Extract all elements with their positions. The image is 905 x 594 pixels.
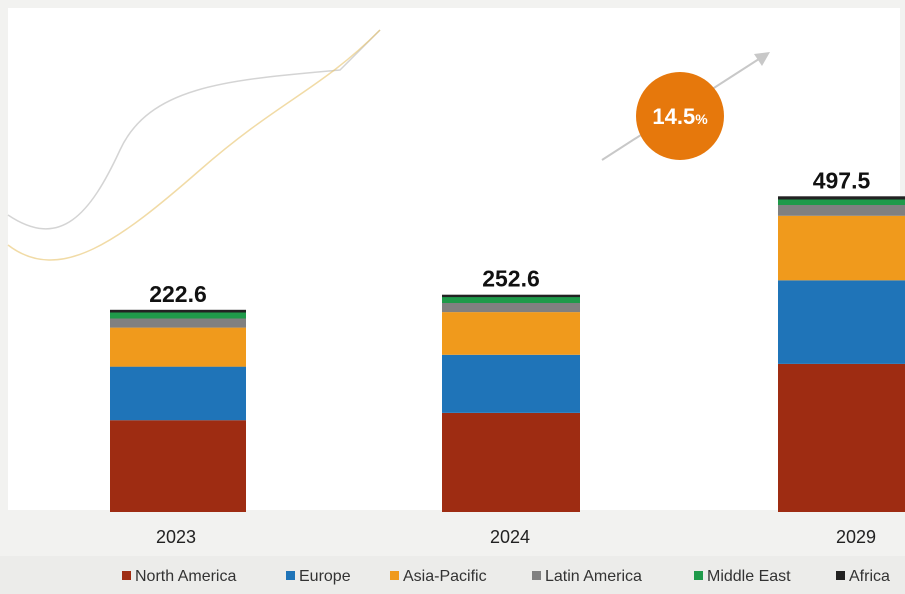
legend-swatch-middle-east [694, 571, 703, 580]
bar-2023-africa [110, 309, 246, 313]
total-label-2023: 222.6 [149, 281, 207, 307]
legend-band [0, 556, 905, 594]
x-tick-label-2029: 2029 [836, 527, 876, 547]
legend: North America Europe Asia-Pacific Latin Ame… [122, 568, 890, 585]
bar-2029-middle-east [778, 199, 905, 205]
bar-2024-africa [442, 294, 580, 298]
bar-2023-europe [110, 366, 246, 421]
bars-group [110, 196, 905, 512]
bar-2024-europe [442, 354, 580, 413]
decorative-curve-yellow [7, 29, 381, 261]
legend-label-latin-america: Latin America [545, 568, 642, 585]
cagr-value: 14.5 [652, 104, 695, 129]
x-tick-label-2024: 2024 [490, 527, 530, 547]
legend-swatch-africa [836, 571, 845, 580]
cagr-text: 14.5% [652, 104, 708, 129]
legend-swatch-asia-pacific [390, 571, 399, 580]
bar-2029-asia-pacific [778, 215, 905, 281]
bar-2023-north-america [110, 420, 246, 512]
labels-group: 222.6 2023 252.6 2024 497.5 2029 [149, 167, 876, 547]
bar-2023-latin-america [110, 318, 246, 328]
cagr-unit: % [695, 111, 708, 127]
x-tick-label-2023: 2023 [156, 527, 196, 547]
decorative-curve-gray [7, 29, 381, 230]
legend-label-middle-east: Middle East [707, 568, 791, 585]
legend-label-europe: Europe [299, 568, 351, 585]
bar-2029-north-america [778, 363, 905, 512]
total-label-2029: 497.5 [813, 167, 871, 193]
legend-label-north-america: North America [135, 568, 236, 585]
legend-swatch-latin-america [532, 571, 541, 580]
legend-swatch-north-america [122, 571, 131, 580]
bar-2024-asia-pacific [442, 312, 580, 355]
bar-2029-africa [778, 196, 905, 200]
bar-2029-europe [778, 280, 905, 364]
bar-2023-asia-pacific [110, 327, 246, 367]
growth-arrow-head [754, 52, 770, 66]
cagr-badge [636, 72, 724, 160]
bar-2024-latin-america [442, 303, 580, 313]
legend-label-asia-pacific: Asia-Pacific [403, 568, 487, 585]
bar-2024-north-america [442, 413, 580, 512]
bar-2029-latin-america [778, 204, 905, 216]
bar-2024-middle-east [442, 297, 580, 303]
bar-2023-middle-east [110, 312, 246, 319]
legend-label-africa: Africa [849, 568, 890, 585]
total-label-2024: 252.6 [482, 266, 540, 292]
legend-swatch-europe [286, 571, 295, 580]
